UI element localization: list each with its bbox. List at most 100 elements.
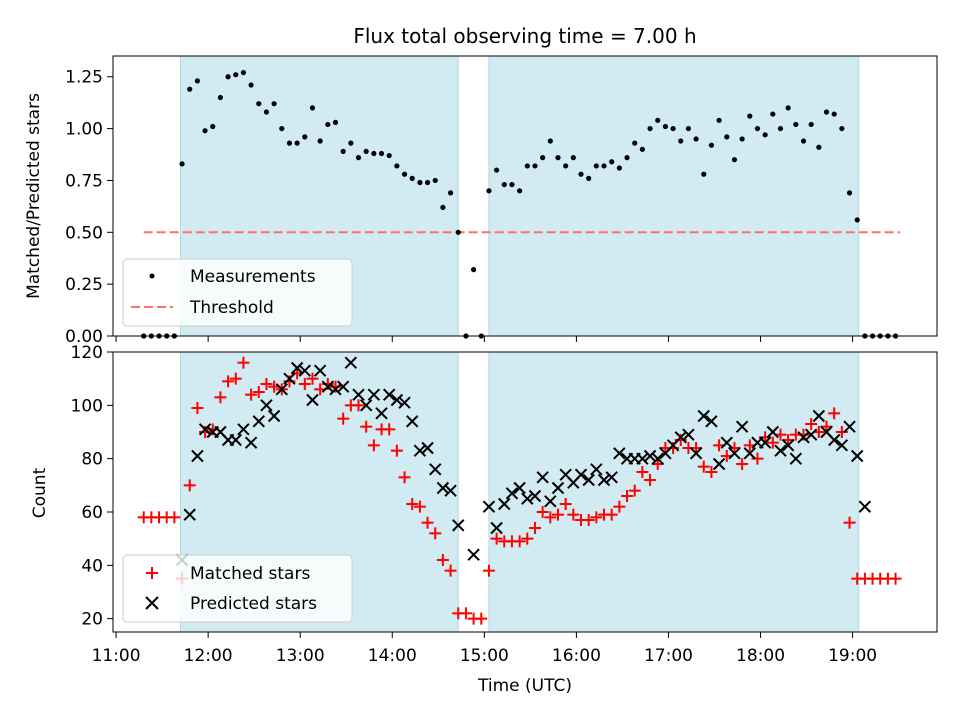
predicted-point — [513, 481, 526, 495]
predicted-point — [735, 420, 749, 433]
matched-point — [697, 460, 710, 473]
measurement-point — [685, 125, 692, 132]
measurement-point — [831, 111, 837, 117]
predicted-point — [758, 436, 772, 449]
predicted-point — [682, 428, 695, 441]
measurement-point — [248, 82, 254, 88]
measurement-point — [777, 125, 784, 132]
matched-point — [551, 508, 564, 521]
predicted-point — [290, 361, 304, 375]
measurement-point — [800, 138, 807, 144]
matched-point — [298, 378, 311, 390]
matched-point — [536, 506, 549, 518]
matched-point — [621, 490, 634, 502]
x-tick-label: 14:00 — [368, 646, 417, 666]
measurement-point — [747, 113, 753, 119]
predicted-point — [858, 500, 872, 513]
measurement-point — [601, 163, 607, 169]
predicted-point — [252, 415, 265, 428]
legend-matched-marker — [146, 567, 158, 579]
measurement-point — [447, 190, 454, 196]
predicted-point — [191, 449, 204, 463]
x-axis-label: Time (UTC) — [477, 676, 572, 696]
predicted-point — [467, 548, 480, 561]
matched-point — [644, 474, 657, 486]
predicted-point-b — [858, 500, 872, 513]
measurement-point — [378, 150, 385, 157]
predicted-point-b — [367, 388, 381, 401]
predicted-point-b — [712, 457, 726, 471]
measurement-point — [793, 121, 799, 128]
predicted-point — [444, 484, 457, 497]
predicted-point — [313, 364, 327, 377]
measurement-point — [371, 150, 377, 157]
measurement-point — [578, 171, 584, 177]
matched-point — [406, 498, 419, 510]
legend-predicted-label: Predicted stars — [190, 594, 317, 614]
measurement-point — [486, 188, 492, 194]
predicted-point — [344, 356, 358, 369]
predicted-point — [797, 431, 810, 444]
measurement-point — [846, 190, 853, 196]
predicted-point — [306, 393, 319, 407]
x-tick-label: 15:00 — [460, 646, 509, 666]
matched-point — [229, 372, 242, 385]
panel-ratio: 0.00 0.25 0.50 0.75 1.00 1.25 Flux total obse… — [24, 24, 938, 347]
legend-counts: Matched stars Predicted stars — [122, 554, 353, 623]
measurement-point — [302, 134, 308, 140]
measurement-point — [762, 132, 768, 138]
predicted-point-b — [382, 388, 396, 401]
measurement-point — [716, 117, 722, 123]
predicted-point-b — [329, 383, 342, 396]
measurement-point — [409, 175, 415, 181]
matched-point — [306, 372, 319, 385]
measurement-point — [501, 181, 507, 188]
predicted-point — [244, 436, 258, 449]
measurement-point — [432, 177, 438, 184]
x-tick-label: 19:00 — [828, 646, 877, 666]
x-tick-label: 13:00 — [276, 646, 325, 666]
predicted-point — [198, 423, 212, 436]
predicted-point — [336, 380, 350, 393]
predicted-point-b — [298, 364, 312, 377]
predicted-point — [321, 380, 335, 393]
predicted-point-b — [789, 452, 803, 465]
predicted-point-b — [406, 415, 419, 428]
matched-point — [421, 516, 434, 529]
predicted-point-b — [452, 519, 465, 532]
predicted-point-b — [651, 452, 664, 465]
predicted-point-b — [421, 441, 434, 455]
predicted-point-b — [260, 399, 273, 412]
predicted-point-b — [198, 423, 212, 436]
predicted-point — [237, 423, 250, 436]
legend-measurements-label: Measurements — [190, 267, 316, 287]
predicted-point — [827, 433, 841, 447]
matched-point — [628, 484, 641, 497]
measurement-point — [731, 157, 738, 163]
predicted-point — [382, 388, 396, 401]
y-axis-label-counts: Count — [30, 467, 50, 518]
matched-point — [482, 564, 495, 577]
measurement-point — [678, 138, 684, 144]
predicted-point — [743, 447, 757, 460]
matched-point — [444, 564, 457, 577]
predicted-point-b — [429, 463, 442, 476]
predicted-point-b — [551, 481, 565, 495]
measurement-point — [724, 134, 730, 140]
measurement-point — [670, 125, 676, 132]
y-tick-label: 0.50 — [65, 223, 103, 243]
measurement-point — [424, 179, 431, 186]
predicted-point — [536, 471, 549, 484]
predicted-point-b — [528, 489, 542, 503]
matched-point — [436, 554, 449, 566]
plot-frame — [112, 55, 938, 337]
measurement-point — [632, 140, 638, 146]
measurement-point — [808, 121, 814, 128]
measurement-point — [693, 136, 699, 142]
y-tick-label: 0.25 — [65, 275, 103, 295]
predicted-point — [544, 495, 557, 508]
measurement-point — [647, 125, 653, 132]
measurement-point — [739, 136, 745, 142]
predicted-point-b — [336, 380, 350, 393]
measurement-point — [854, 217, 860, 223]
